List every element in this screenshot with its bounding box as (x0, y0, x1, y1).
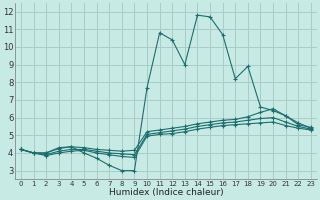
X-axis label: Humidex (Indice chaleur): Humidex (Indice chaleur) (108, 188, 223, 197)
